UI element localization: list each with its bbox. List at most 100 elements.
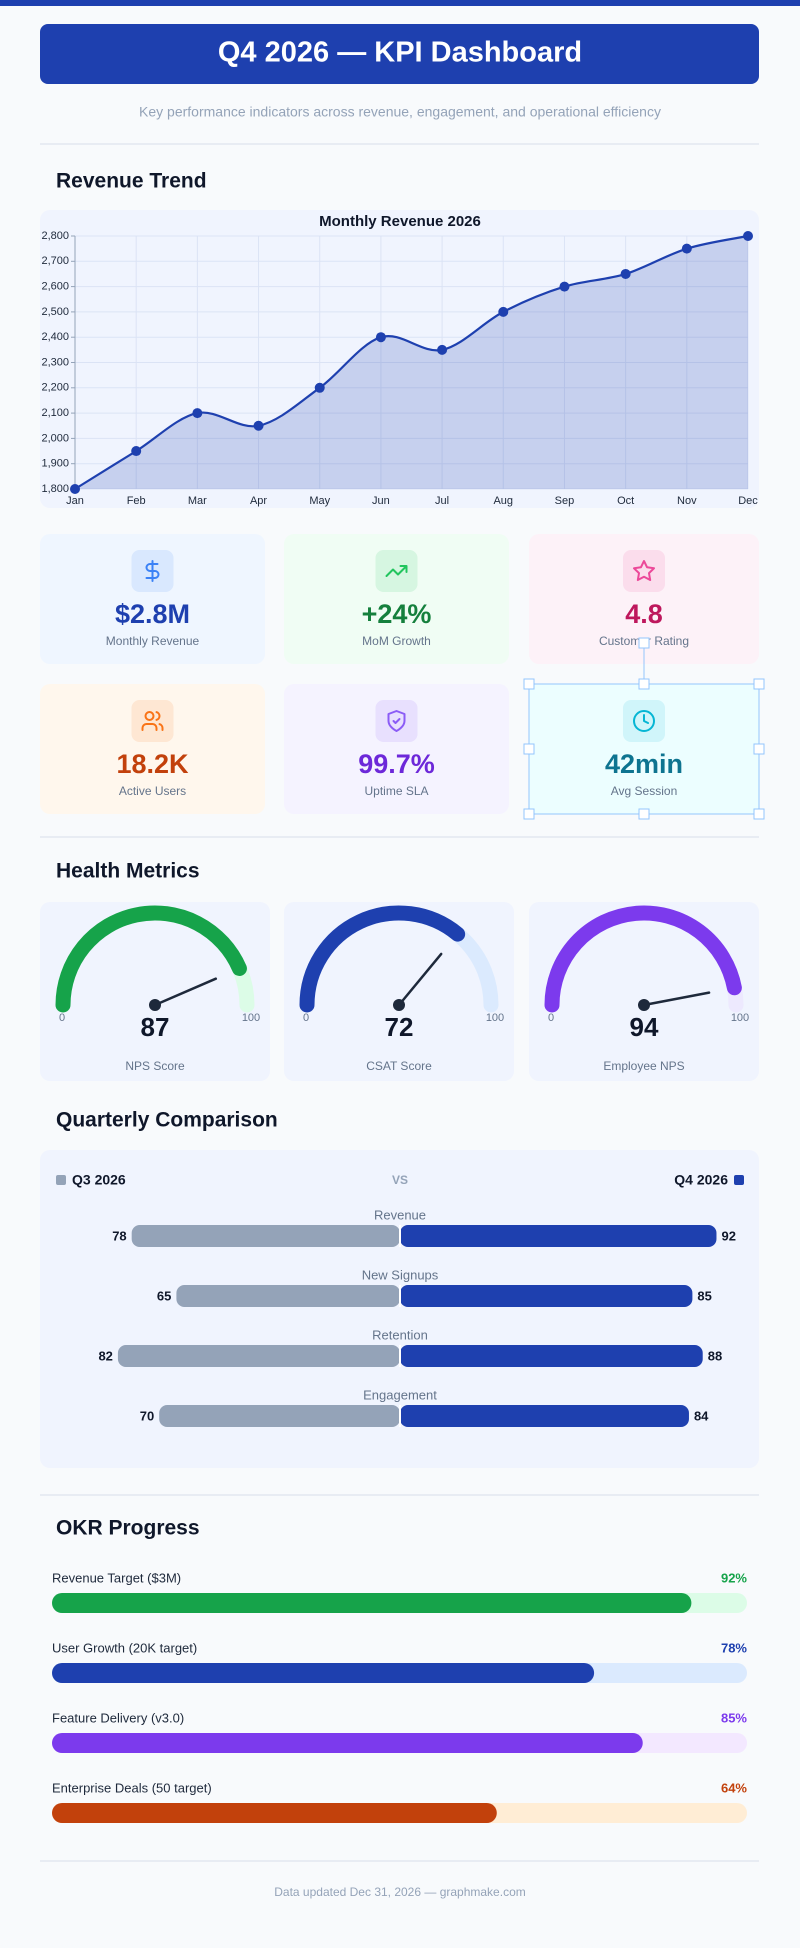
gauge-card	[529, 902, 759, 1081]
x-tick-label: Dec	[738, 495, 758, 507]
kpi-label: Avg Session	[611, 784, 678, 798]
icon-path	[633, 710, 655, 732]
point	[192, 408, 203, 419]
bar	[159, 1405, 400, 1427]
point	[314, 382, 325, 393]
x-tick-label: May	[309, 495, 330, 507]
gauge-hub	[638, 999, 650, 1011]
gauge-hub	[393, 999, 405, 1011]
gauge-hub	[149, 999, 161, 1011]
value-label: 70	[140, 1408, 154, 1423]
y-tick-label: 2,600	[41, 281, 69, 293]
gauge-card	[284, 902, 514, 1081]
kpi-card	[284, 684, 509, 814]
footer: Data updated Dec 31, 2026 — graphmake.co…	[274, 1885, 525, 1899]
okr-value: 92%	[721, 1570, 747, 1585]
gauge-value: 94	[630, 1012, 659, 1042]
icon-path	[141, 711, 164, 731]
y-tick-label: 2,200	[41, 382, 69, 394]
kpi-label: MoM Growth	[362, 634, 431, 648]
point	[498, 306, 509, 317]
kpi-icon	[385, 565, 408, 577]
gauge-value: 72	[385, 1012, 414, 1042]
section-title: Revenue Trend	[56, 170, 207, 193]
chart-title: Monthly Revenue 2026	[319, 213, 481, 230]
legend-swatch	[56, 1175, 66, 1185]
kpi-value: 4.8	[625, 599, 663, 629]
kpi-icon-box	[131, 700, 174, 742]
bar	[117, 1345, 401, 1367]
bar	[400, 1285, 693, 1307]
y-tick-label: 1,900	[41, 458, 69, 470]
gauge-needle	[397, 952, 443, 1007]
kpi-icon	[387, 710, 406, 732]
value-label: 78	[112, 1228, 126, 1243]
gauge-max: 100	[486, 1012, 504, 1024]
icon-path	[387, 710, 406, 732]
okr-value: 78%	[721, 1640, 747, 1655]
chart-card	[40, 210, 759, 508]
x-tick-label: Oct	[617, 495, 634, 507]
category-label: Retention	[372, 1327, 428, 1342]
y-tick-label: 2,300	[41, 356, 69, 368]
kpi-value: 42min	[605, 749, 683, 779]
category-label: Revenue	[374, 1207, 426, 1222]
point	[681, 243, 692, 254]
x-tick-label: Jan	[66, 495, 84, 507]
y-tick-label: 2,400	[41, 331, 69, 343]
bar	[131, 1225, 400, 1247]
gauge-value: 87	[141, 1012, 170, 1042]
icon-path	[633, 560, 655, 582]
gauge-needle	[153, 977, 218, 1007]
gauge-min: 0	[303, 1012, 309, 1024]
icon-path	[145, 560, 160, 582]
kpi-icon-box	[623, 550, 665, 592]
y-tick-label: 2,500	[41, 306, 69, 318]
x-tick-label: Jun	[372, 495, 390, 507]
kpi-icon	[145, 560, 160, 582]
category-label: New Signups	[362, 1267, 439, 1282]
point	[743, 231, 753, 241]
gauge-name: CSAT Score	[366, 1059, 432, 1073]
point	[620, 268, 631, 279]
icon-path	[385, 565, 408, 577]
value-label: 92	[721, 1228, 735, 1243]
kpi-icon	[141, 711, 164, 731]
header-banner	[40, 24, 759, 84]
value-label: 84	[694, 1408, 709, 1423]
okr-label: Feature Delivery (v3.0)	[52, 1710, 184, 1725]
value-label: 85	[697, 1288, 711, 1303]
value-label: 65	[157, 1288, 171, 1303]
legend-label: Q3 2026	[72, 1172, 126, 1188]
value-label: 88	[708, 1348, 722, 1363]
y-tick-label: 1,800	[41, 483, 69, 495]
x-tick-label: Jul	[435, 495, 449, 507]
okr-label: Revenue Target ($3M)	[52, 1570, 181, 1585]
okr-bar	[52, 1803, 497, 1823]
point	[70, 484, 80, 494]
y-tick-label: 2,000	[41, 432, 69, 444]
gauge-arc	[544, 905, 742, 1013]
point	[375, 332, 386, 343]
kpi-label: Active Users	[119, 784, 186, 798]
legend-swatch	[734, 1175, 744, 1185]
gauge-min: 0	[548, 1012, 554, 1024]
x-tick-label: Feb	[127, 495, 146, 507]
value-label: 82	[98, 1348, 112, 1363]
kpi-card	[40, 534, 265, 664]
okr-label: Enterprise Deals (50 target)	[52, 1780, 212, 1795]
gauge-name: NPS Score	[125, 1059, 185, 1073]
legend-label: Q4 2026	[674, 1172, 728, 1188]
gauge-min: 0	[59, 1012, 65, 1024]
kpi-card	[284, 534, 509, 664]
kpi-label: Monthly Revenue	[106, 634, 200, 648]
point	[437, 344, 448, 355]
subtitle: Key performance indicators across revenu…	[139, 104, 661, 120]
x-tick-label: Sep	[555, 495, 575, 507]
okr-value: 64%	[721, 1780, 747, 1795]
point	[131, 446, 142, 457]
x-tick-label: Mar	[188, 495, 207, 507]
separator: VS	[392, 1173, 408, 1187]
